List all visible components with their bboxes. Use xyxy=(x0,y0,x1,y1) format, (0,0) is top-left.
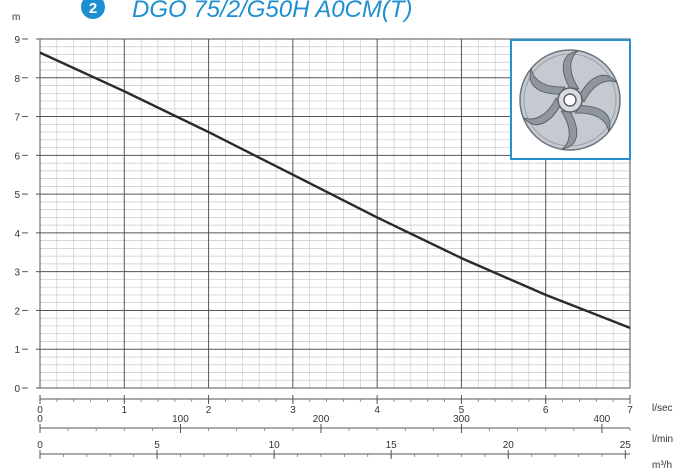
x-axis-unit: l/min xyxy=(652,434,673,445)
y-tick-label: 3 xyxy=(14,268,20,279)
x-tick-label: 100 xyxy=(172,414,189,425)
badge-circle xyxy=(81,0,105,19)
x-tick-label: 400 xyxy=(594,414,611,425)
x-tick-label: 5 xyxy=(154,440,160,451)
x-tick-label: 10 xyxy=(269,440,281,451)
impeller-vane xyxy=(560,110,578,150)
minor-grid xyxy=(40,39,630,388)
x-tick-label: 5 xyxy=(459,405,465,416)
x-axis-unit: m³/h xyxy=(652,460,672,471)
y-tick-label: 7 xyxy=(14,113,20,124)
x-tick-label: 0 xyxy=(37,414,43,425)
x-tick-label: 15 xyxy=(386,440,398,451)
x-tick-label: 7 xyxy=(627,405,633,416)
x-axis-1: 0 100 200 300 400 l/min xyxy=(37,414,673,445)
y-tick-label: 8 xyxy=(14,74,20,85)
chart-title: DGO 75/2/G50H A0CM(T) xyxy=(132,0,413,23)
y-tick-label: 4 xyxy=(14,229,20,240)
y-tick-label: 5 xyxy=(14,190,20,201)
x-tick-label: 1 xyxy=(122,405,128,416)
x-tick-label: 3 xyxy=(290,405,296,416)
x-tick-label: 0 xyxy=(37,440,43,451)
x-axis-2: 0 5 10 15 20 25 m³/h xyxy=(37,440,672,471)
x-axes: 0 1 2 3 4 5 6 7 l/sec 0 100 200 300 400 l/min 0 5 10 15 20 2… xyxy=(37,395,673,471)
x-tick-label: 25 xyxy=(620,440,632,451)
impeller-vane xyxy=(529,67,566,95)
x-tick-label: 2 xyxy=(206,405,212,416)
impeller-vane xyxy=(574,105,611,133)
x-tick-label: 6 xyxy=(543,405,549,416)
impeller-inset xyxy=(510,39,631,160)
impeller-vane xyxy=(579,74,618,103)
y-tick-label: 1 xyxy=(14,345,20,356)
x-tick-label: 0 xyxy=(37,405,43,416)
badge-number: 2 xyxy=(89,0,97,17)
x-axis-unit: l/sec xyxy=(652,403,673,414)
x-tick-label: 20 xyxy=(503,440,515,451)
y-tick-label: 6 xyxy=(14,151,20,162)
plot-frame xyxy=(39,38,631,389)
y-tick-label: 2 xyxy=(14,306,20,317)
y-tick-label: 0 xyxy=(14,384,20,395)
major-grid xyxy=(40,39,630,388)
y-tick-label: 9 xyxy=(14,35,20,46)
x-tick-label: 4 xyxy=(374,405,380,416)
x-tick-label: 300 xyxy=(453,414,470,425)
x-axis-0: 0 1 2 3 4 5 6 7 l/sec xyxy=(37,395,673,416)
performance-curve xyxy=(39,51,631,330)
y-axis-label: m xyxy=(12,12,20,23)
y-tick-labels: 0 1 2 3 4 5 6 7 8 9 xyxy=(14,35,40,395)
impeller-icon xyxy=(519,49,621,151)
series-layer xyxy=(39,51,631,330)
chart-header: 2 DGO 75/2/G50H A0CM(T) xyxy=(81,0,413,23)
x-tick-label: 200 xyxy=(313,414,330,425)
impeller-vane xyxy=(562,50,580,90)
impeller-vane xyxy=(522,97,561,126)
